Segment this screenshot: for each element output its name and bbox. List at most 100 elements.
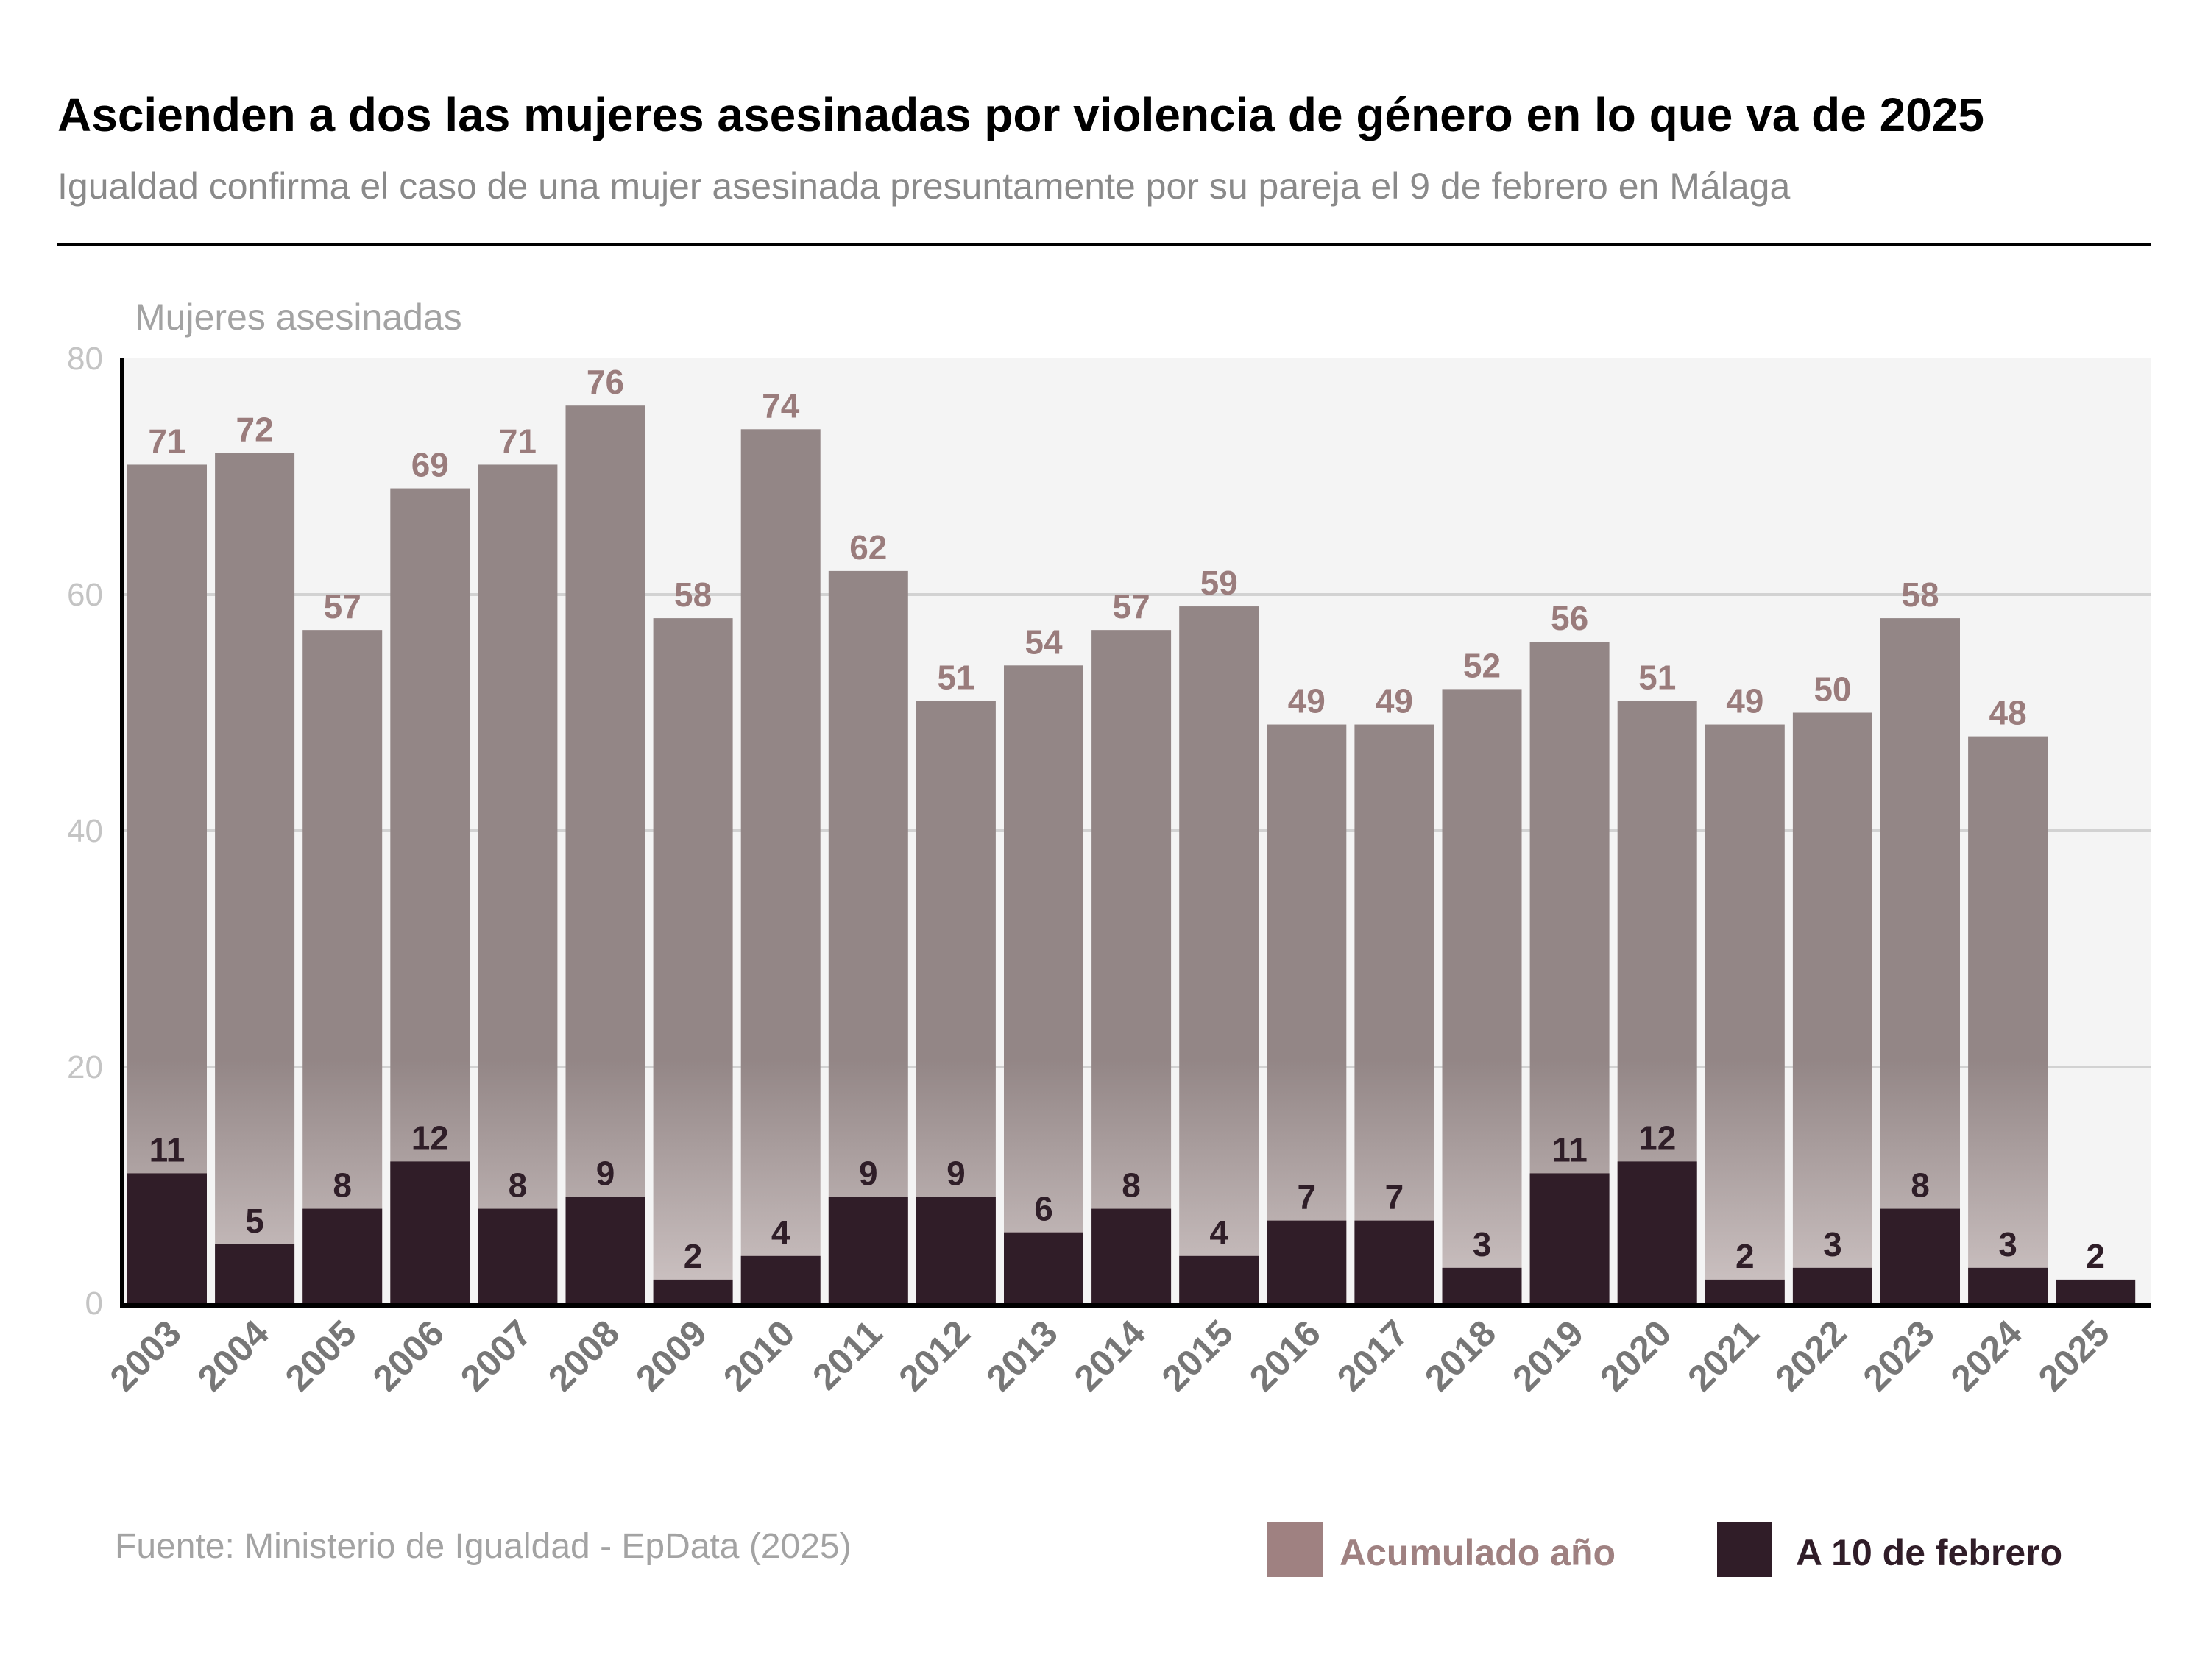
x-tick-label: 2021: [1680, 1312, 1766, 1399]
value-label-acumulado-2023: 58: [1901, 575, 1939, 614]
bar-acumulado-2023: [1880, 618, 1960, 1303]
bar-acumulado-2018: [1442, 689, 1522, 1303]
bar-acumulado-2014: [1091, 630, 1172, 1303]
value-label-febrero-2016: 7: [1298, 1178, 1317, 1216]
bar-acumulado-2009: [653, 618, 733, 1303]
x-tick-label: 2020: [1592, 1312, 1679, 1399]
x-tick-label: 2014: [1066, 1312, 1153, 1399]
value-label-febrero-2018: 3: [1473, 1225, 1492, 1263]
value-label-febrero-2004: 5: [245, 1202, 264, 1240]
bar-febrero-2006: [390, 1161, 470, 1303]
bar-febrero-2005: [302, 1208, 383, 1303]
value-label-acumulado-2008: 76: [587, 363, 624, 401]
value-label-febrero-2013: 6: [1034, 1190, 1053, 1228]
value-label-acumulado-2017: 49: [1376, 682, 1413, 720]
y-tick-label: 60: [67, 577, 103, 613]
legend-label-acumulado: Acumulado año: [1340, 1532, 1616, 1573]
x-tick-label: 2007: [453, 1312, 539, 1399]
bar-febrero-2020: [1617, 1161, 1697, 1303]
x-tick-label: 2013: [979, 1312, 1066, 1399]
value-label-febrero-2011: 9: [859, 1155, 878, 1193]
value-label-febrero-2025: 2: [2086, 1237, 2105, 1275]
x-tick-label: 2017: [1329, 1312, 1416, 1399]
value-label-febrero-2014: 8: [1122, 1166, 1141, 1205]
bar-febrero-2021: [1705, 1279, 1785, 1303]
value-label-acumulado-2003: 71: [148, 422, 185, 460]
x-tick-label: 2010: [715, 1312, 802, 1399]
x-tick-label: 2022: [1767, 1312, 1854, 1399]
x-tick-label: 2012: [891, 1312, 977, 1399]
y-tick-label: 20: [67, 1049, 103, 1085]
x-tick-label: 2011: [804, 1312, 890, 1397]
value-label-acumulado-2021: 49: [1726, 682, 1763, 720]
value-label-febrero-2009: 2: [684, 1237, 703, 1275]
legend: Acumulado año A 10 de febrero: [1267, 1522, 2062, 1577]
value-label-acumulado-2024: 48: [1989, 694, 2027, 732]
value-label-febrero-2005: 8: [333, 1166, 352, 1205]
x-tick-label: 2016: [1242, 1312, 1328, 1399]
value-label-febrero-2010: 4: [771, 1213, 790, 1252]
bar-febrero-2025: [2056, 1279, 2136, 1303]
bar-febrero-2004: [215, 1244, 295, 1303]
value-label-febrero-2023: 8: [1911, 1166, 1930, 1205]
value-label-acumulado-2022: 50: [1814, 670, 1851, 709]
value-label-acumulado-2014: 57: [1113, 587, 1150, 625]
header-divider: [57, 243, 2151, 246]
value-label-febrero-2022: 3: [1823, 1225, 1842, 1263]
bar-acumulado-2003: [127, 464, 207, 1304]
legend-swatch-acumulado: [1267, 1522, 1323, 1577]
bar-febrero-2016: [1267, 1220, 1347, 1303]
bar-acumulado-2010: [740, 429, 821, 1303]
bar-acumulado-2022: [1792, 712, 1872, 1303]
value-label-acumulado-2018: 52: [1463, 646, 1501, 684]
value-label-febrero-2008: 9: [596, 1155, 615, 1193]
y-tick-label: 80: [67, 341, 103, 377]
value-label-febrero-2020: 12: [1638, 1119, 1676, 1157]
value-label-febrero-2024: 3: [1998, 1225, 2017, 1263]
value-label-febrero-2003: 11: [149, 1130, 185, 1169]
bar-febrero-2017: [1354, 1220, 1434, 1303]
value-label-febrero-2017: 7: [1385, 1178, 1404, 1216]
bar-febrero-2019: [1529, 1173, 1610, 1303]
y-axis-line: [120, 358, 124, 1308]
bar-acumulado-2007: [478, 464, 558, 1304]
value-label-febrero-2019: 11: [1551, 1130, 1588, 1169]
x-tick-label: 2004: [190, 1312, 277, 1399]
value-label-febrero-2006: 12: [411, 1119, 449, 1157]
value-label-febrero-2021: 2: [1735, 1237, 1755, 1275]
y-tick-label: 0: [85, 1286, 103, 1322]
legend-label-febrero: A 10 de febrero: [1796, 1532, 2062, 1573]
bar-acumulado-2024: [1968, 736, 2048, 1303]
chart-title: Ascienden a dos las mujeres asesinadas p…: [57, 88, 1984, 141]
value-label-acumulado-2013: 54: [1025, 623, 1063, 661]
bar-acumulado-2005: [302, 630, 383, 1303]
bar-febrero-2014: [1091, 1208, 1172, 1303]
source-note: Fuente: Ministerio de Igualdad - EpData …: [115, 1527, 852, 1566]
y-axis-label: Mujeres asesinadas: [135, 297, 462, 338]
value-label-acumulado-2016: 49: [1288, 682, 1326, 720]
bar-febrero-2012: [916, 1197, 996, 1303]
bar-acumulado-2021: [1705, 724, 1785, 1303]
bar-febrero-2008: [565, 1197, 645, 1303]
x-tick-label: 2009: [628, 1312, 715, 1399]
value-label-febrero-2015: 4: [1209, 1213, 1228, 1252]
bar-acumulado-2015: [1179, 606, 1259, 1303]
value-label-acumulado-2009: 58: [674, 575, 712, 614]
bar-febrero-2024: [1968, 1267, 2048, 1303]
x-tick-label: 2005: [277, 1312, 364, 1399]
x-tick-label: 2024: [1943, 1312, 2030, 1399]
y-tick-label: 40: [67, 813, 103, 849]
gridline: [123, 593, 2151, 596]
chart-subtitle: Igualdad confirma el caso de una mujer a…: [57, 166, 1790, 207]
bar-febrero-2018: [1442, 1267, 1522, 1303]
bar-febrero-2011: [828, 1197, 908, 1303]
value-label-acumulado-2019: 56: [1551, 599, 1588, 637]
value-label-acumulado-2007: 71: [499, 422, 537, 460]
bar-febrero-2007: [478, 1208, 558, 1303]
x-tick-label: 2003: [102, 1312, 189, 1399]
x-tick-label: 2015: [1154, 1312, 1241, 1399]
bar-febrero-2022: [1792, 1267, 1872, 1303]
bar-acumulado-2013: [1004, 665, 1083, 1303]
bar-febrero-2023: [1880, 1208, 1960, 1303]
